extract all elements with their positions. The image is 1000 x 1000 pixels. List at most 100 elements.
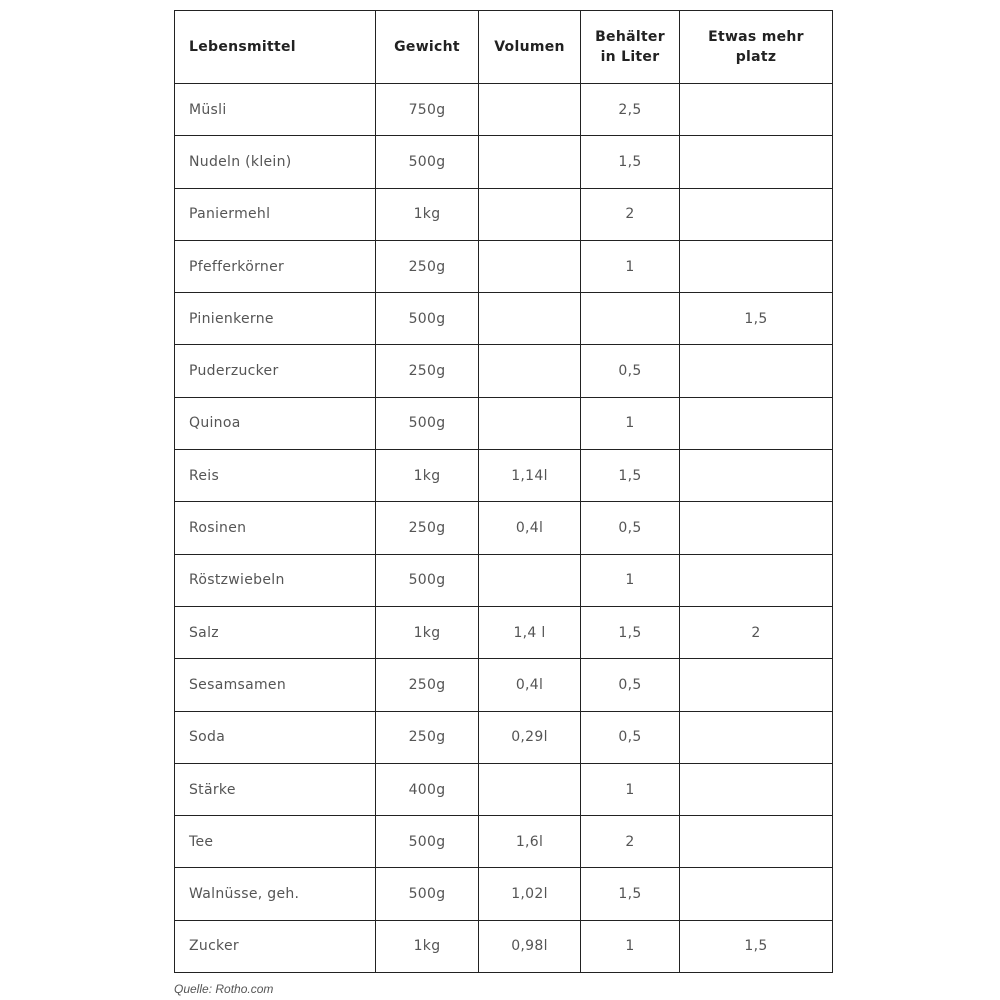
cell-more-space <box>679 815 833 869</box>
column-header-volume: Volumen <box>478 10 581 84</box>
cell-weight: 250g <box>375 710 479 764</box>
table-row: Müsli 750g 2,5 <box>174 82 833 137</box>
cell-more-space <box>679 449 833 503</box>
cell-food: Pfefferkörner <box>174 239 376 294</box>
cell-container-liters: 2 <box>580 187 680 241</box>
cell-more-space <box>679 867 833 921</box>
cell-more-space <box>679 396 833 451</box>
cell-more-space: 1,5 <box>679 919 833 974</box>
cell-food: Sesamsamen <box>174 658 376 712</box>
cell-volume <box>478 187 581 241</box>
cell-weight: 500g <box>375 396 479 451</box>
cell-weight: 500g <box>375 292 479 346</box>
cell-food: Paniermehl <box>174 187 376 241</box>
table-row: Rosinen 250g 0,4l 0,5 <box>174 501 833 555</box>
cell-volume <box>478 396 581 451</box>
cell-container-liters: 0,5 <box>580 658 680 712</box>
cell-volume: 0,4l <box>478 658 581 712</box>
cell-weight: 400g <box>375 762 479 817</box>
cell-more-space: 1,5 <box>679 292 833 346</box>
column-header-more-space: Etwas mehr platz <box>679 10 833 84</box>
table-row: Quinoa 500g 1 <box>174 396 833 451</box>
cell-more-space <box>679 501 833 555</box>
cell-container-liters: 0,5 <box>580 344 680 398</box>
cell-weight: 500g <box>375 553 479 607</box>
cell-weight: 1kg <box>375 187 479 241</box>
cell-food: Tee <box>174 815 376 869</box>
cell-weight: 1kg <box>375 449 479 503</box>
cell-container-liters: 2,5 <box>580 82 680 137</box>
cell-more-space <box>679 553 833 607</box>
cell-volume: 1,14l <box>478 449 581 503</box>
table-row: Reis 1kg 1,14l 1,5 <box>174 449 833 503</box>
cell-volume: 0,98l <box>478 919 581 974</box>
cell-volume <box>478 762 581 817</box>
table-row: Röstzwiebeln 500g 1 <box>174 553 833 607</box>
cell-container-liters: 1,5 <box>580 449 680 503</box>
cell-weight: 1kg <box>375 605 479 660</box>
cell-more-space <box>679 710 833 764</box>
cell-food: Walnüsse, geh. <box>174 867 376 921</box>
table-row: Soda 250g 0,29l 0,5 <box>174 710 833 764</box>
column-header-container-liters: Behälter in Liter <box>580 10 680 84</box>
cell-container-liters: 0,5 <box>580 710 680 764</box>
cell-weight: 500g <box>375 867 479 921</box>
cell-food: Soda <box>174 710 376 764</box>
cell-food: Puderzucker <box>174 344 376 398</box>
cell-more-space <box>679 762 833 817</box>
cell-volume <box>478 292 581 346</box>
cell-container-liters: 1 <box>580 396 680 451</box>
cell-volume <box>478 239 581 294</box>
cell-more-space <box>679 82 833 137</box>
table-row: Pinienkerne 500g 1,5 <box>174 292 833 346</box>
table-row: Nudeln (klein) 500g 1,5 <box>174 135 833 189</box>
cell-weight: 250g <box>375 239 479 294</box>
cell-volume: 1,4 l <box>478 605 581 660</box>
cell-food: Salz <box>174 605 376 660</box>
cell-food: Röstzwiebeln <box>174 553 376 607</box>
cell-weight: 250g <box>375 658 479 712</box>
cell-volume <box>478 135 581 189</box>
cell-weight: 750g <box>375 82 479 137</box>
cell-container-liters: 1 <box>580 919 680 974</box>
table-row: Puderzucker 250g 0,5 <box>174 344 833 398</box>
cell-food: Müsli <box>174 82 376 137</box>
cell-more-space <box>679 135 833 189</box>
cell-weight: 250g <box>375 344 479 398</box>
column-header-weight: Gewicht <box>375 10 479 84</box>
cell-container-liters: 1 <box>580 553 680 607</box>
cell-food: Nudeln (klein) <box>174 135 376 189</box>
cell-more-space <box>679 658 833 712</box>
table-row: Tee 500g 1,6l 2 <box>174 815 833 869</box>
cell-more-space <box>679 344 833 398</box>
source-caption: Quelle: Rotho.com <box>174 982 274 996</box>
cell-food: Zucker <box>174 919 376 974</box>
table-row: Sesamsamen 250g 0,4l 0,5 <box>174 658 833 712</box>
cell-container-liters: 1,5 <box>580 867 680 921</box>
food-storage-table: Lebensmittel Gewicht Volumen Behälter in Li… <box>174 10 833 974</box>
cell-volume: 1,02l <box>478 867 581 921</box>
cell-food: Quinoa <box>174 396 376 451</box>
table-row: Walnüsse, geh. 500g 1,02l 1,5 <box>174 867 833 921</box>
cell-volume <box>478 553 581 607</box>
table-row: Stärke 400g 1 <box>174 762 833 817</box>
cell-container-liters: 2 <box>580 815 680 869</box>
cell-weight: 500g <box>375 135 479 189</box>
cell-volume: 0,29l <box>478 710 581 764</box>
cell-container-liters: 1 <box>580 762 680 817</box>
cell-volume: 1,6l <box>478 815 581 869</box>
cell-food: Rosinen <box>174 501 376 555</box>
table-row: Salz 1kg 1,4 l 1,5 2 <box>174 605 833 660</box>
cell-more-space <box>679 239 833 294</box>
cell-volume <box>478 344 581 398</box>
cell-more-space <box>679 187 833 241</box>
cell-container-liters: 1 <box>580 239 680 294</box>
cell-weight: 250g <box>375 501 479 555</box>
cell-volume <box>478 82 581 137</box>
cell-container-liters <box>580 292 680 346</box>
table-header-row: Lebensmittel Gewicht Volumen Behälter in Li… <box>174 10 833 84</box>
cell-weight: 500g <box>375 815 479 869</box>
cell-food: Stärke <box>174 762 376 817</box>
table-row: Paniermehl 1kg 2 <box>174 187 833 241</box>
cell-volume: 0,4l <box>478 501 581 555</box>
